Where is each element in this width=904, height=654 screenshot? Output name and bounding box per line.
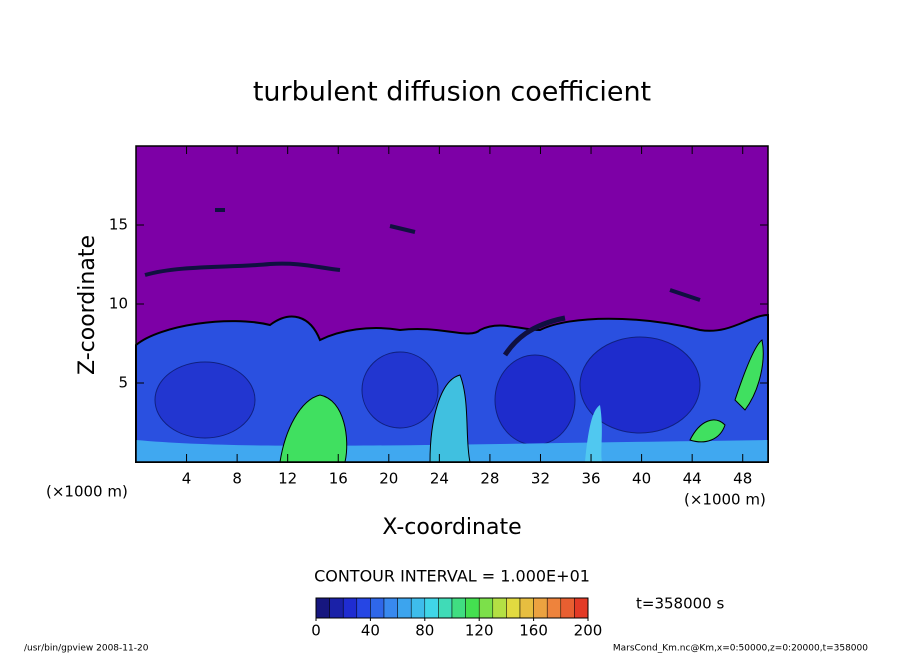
colorbar-swatch [478,597,494,619]
x-tick-label: 48 [733,470,752,488]
x-tick-label: 20 [379,470,398,488]
colorbar-swatch [546,597,562,619]
y-axis-label: Z-coordinate [75,235,100,375]
x-tick-label: 32 [531,470,550,488]
colorbar-swatch [533,597,548,619]
field-vortex [579,336,701,434]
x-axis-unit: (×1000 m) [684,491,766,509]
colorbar-frame [315,597,589,619]
field-cloud [502,315,566,357]
contour-interval: CONTOUR INTERVAL = 1.000E+01 [314,567,590,586]
colorbar-swatch [410,597,426,619]
field-streak [585,405,602,462]
colorbar-swatch [492,597,507,619]
y-tick-label: 10 [109,295,128,313]
x-tick-label: 44 [683,470,702,488]
footer-left: /usr/bin/gpview 2008-11-20 [24,644,149,654]
colorbar-tick-label: 200 [574,622,603,640]
colorbar-swatch [315,597,330,619]
x-tick-label: 12 [278,470,297,488]
plot-area [135,145,769,463]
colorbar-swatch [342,597,358,619]
colorbar-swatch [519,597,534,619]
field-blob [689,419,726,443]
field-vortex [494,354,576,446]
field-blob [734,339,764,411]
x-tick-label: 28 [480,470,499,488]
colorbar-tick-label: 120 [465,622,494,640]
colorbar-swatch [397,597,412,619]
field-vortex [361,351,439,429]
x-tick-label: 8 [232,470,242,488]
colorbar-swatch [424,597,439,619]
colorbar-swatch [370,597,385,619]
field-cloud [215,208,701,302]
colorbar-tick-label: 80 [415,622,434,640]
colorbar-tick-label: 0 [311,622,321,640]
chart-title: turbulent diffusion coefficient [253,77,651,108]
colorbar-swatch [356,597,371,619]
colorbar-swatch [560,597,575,619]
x-tick-label: 16 [329,470,348,488]
x-tick-label: 36 [581,470,600,488]
y-tick-label: 5 [118,374,128,392]
colorbar-tick-label: 40 [361,622,380,640]
colorbar-swatch [574,597,589,619]
y-axis-unit: (×1000 m) [46,483,128,501]
colorbar-swatch [329,597,344,619]
field-vortex [154,361,256,439]
y-tick-label: 15 [109,216,128,234]
x-tick-label: 24 [430,470,449,488]
x-tick-label: 4 [182,470,192,488]
colorbar-swatch [465,597,480,619]
colorbar-swatch [438,597,453,619]
x-tick-label: 40 [632,470,651,488]
field-blob [279,394,348,463]
field-cloud [144,261,341,277]
time-label: t=358000 s [636,595,724,613]
colorbar-swatch [383,597,398,619]
x-axis-label: X-coordinate [382,515,521,540]
colorbar-swatch [451,597,466,619]
colorbar-swatch [506,597,521,619]
field-streak [429,374,471,463]
colorbar-tick-label: 160 [519,622,548,640]
footer-right: MarsCond_Km.nc@Km,x=0:50000,z=0:20000,t=… [613,644,868,654]
